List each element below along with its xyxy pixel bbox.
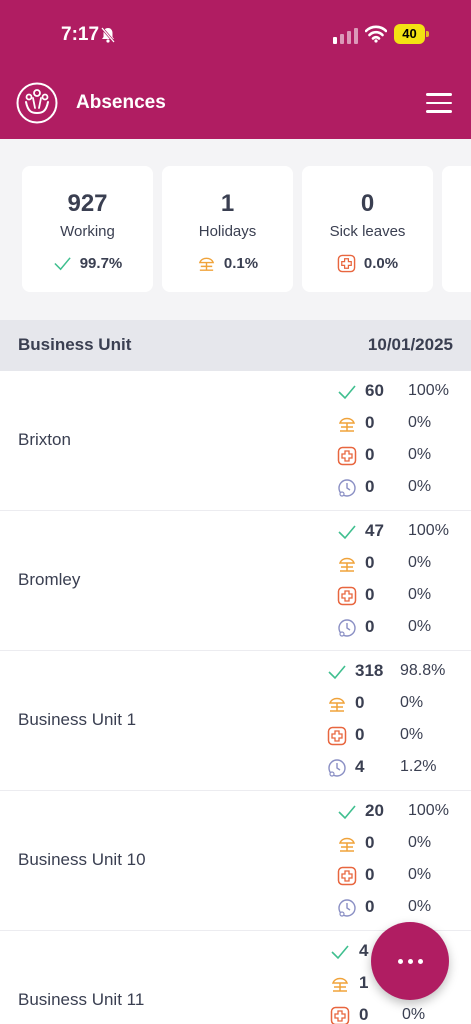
holiday-icon bbox=[337, 834, 357, 854]
check-icon bbox=[330, 942, 350, 962]
working-percent: 98.8% bbox=[400, 662, 446, 679]
column-date[interactable]: 10/01/2025 bbox=[367, 335, 453, 354]
check-icon bbox=[337, 522, 357, 542]
sick-percent: 0% bbox=[402, 1006, 426, 1023]
cellular-signal-icon bbox=[333, 28, 358, 44]
sick-leaves-percent: 0.0% bbox=[363, 255, 399, 272]
business-unit-name: Bromley bbox=[18, 570, 81, 589]
holidays-count: 1 bbox=[220, 190, 235, 217]
sick-leave-icon bbox=[337, 586, 357, 606]
check-icon bbox=[327, 662, 347, 682]
hamburger-menu-button[interactable] bbox=[426, 93, 454, 115]
bell-muted-icon bbox=[101, 27, 115, 43]
check-icon bbox=[54, 257, 71, 271]
business-unit-name: Business Unit 1 bbox=[18, 710, 137, 729]
status-time: 7:17 bbox=[61, 24, 100, 45]
holidays-count: 0 bbox=[365, 413, 375, 432]
other-percent: 0% bbox=[408, 618, 432, 635]
battery-level: 40 bbox=[394, 24, 425, 44]
summary-card-working[interactable]: 927 Working 99.7% bbox=[22, 166, 153, 292]
table-header: Business Unit 10/01/2025 bbox=[0, 320, 471, 371]
holiday-icon bbox=[330, 974, 350, 994]
check-icon bbox=[337, 382, 357, 402]
holidays-percent: 0% bbox=[408, 414, 432, 431]
business-unit-name: Brixton bbox=[18, 430, 71, 449]
sick-leave-icon bbox=[330, 1006, 350, 1024]
other-percent: 1.2% bbox=[400, 758, 437, 775]
sick-percent: 0% bbox=[408, 586, 432, 603]
sick-count: 0 bbox=[359, 1005, 369, 1024]
sick-leave-icon bbox=[337, 866, 357, 886]
other-absence-icon bbox=[337, 478, 357, 498]
column-business-unit[interactable]: Business Unit bbox=[18, 335, 132, 354]
holidays-percent: 0% bbox=[400, 694, 424, 711]
holidays-count: 0 bbox=[365, 833, 375, 852]
sick-percent: 0% bbox=[400, 726, 424, 743]
sick-count: 0 bbox=[365, 445, 375, 464]
summary-cards: 927 Working 99.7% 1 Holidays 0.1% 0 Sick… bbox=[0, 139, 471, 320]
holidays-label: Holidays bbox=[198, 223, 257, 240]
sick-leave-icon bbox=[337, 254, 356, 273]
business-unit-name: Business Unit 10 bbox=[18, 850, 146, 869]
table-row[interactable]: Business Unit 10 20 100% 0 0% 0 0% 0 0% bbox=[0, 791, 471, 931]
holiday-icon bbox=[337, 554, 357, 574]
other-absence-icon bbox=[337, 618, 357, 638]
sick-leaves-label: Sick leaves bbox=[329, 223, 406, 240]
battery-icon: 40 bbox=[394, 24, 430, 44]
page-title: Absences bbox=[76, 92, 166, 113]
table-row[interactable]: Bromley 47 100% 0 0% 0 0% 0 0% bbox=[0, 511, 471, 651]
sick-leave-icon bbox=[337, 446, 357, 466]
check-icon bbox=[337, 802, 357, 822]
working-count: 60 bbox=[365, 381, 384, 400]
working-count: 20 bbox=[365, 801, 384, 820]
working-percent: 100% bbox=[408, 382, 449, 399]
sick-percent: 0% bbox=[408, 446, 432, 463]
sick-count: 0 bbox=[365, 865, 375, 884]
working-label: Working bbox=[60, 223, 115, 240]
app-logo-icon[interactable] bbox=[16, 82, 58, 124]
status-bar: 7:17 40 bbox=[0, 0, 471, 70]
business-unit-name: Business Unit 11 bbox=[18, 990, 145, 1009]
holiday-icon bbox=[327, 694, 347, 714]
sick-leave-icon bbox=[327, 726, 347, 746]
app-header: 7:17 40 Absences bbox=[0, 0, 471, 139]
working-percent: 100% bbox=[408, 522, 449, 539]
other-percent: 0% bbox=[408, 478, 432, 495]
sick-percent: 0% bbox=[408, 866, 432, 883]
holidays-count: 1 bbox=[359, 973, 369, 992]
other-percent: 0% bbox=[408, 898, 432, 915]
wifi-icon bbox=[365, 25, 387, 43]
summary-card-next[interactable] bbox=[442, 166, 471, 292]
other-absence-icon bbox=[337, 898, 357, 918]
other-count: 0 bbox=[365, 617, 375, 636]
working-count: 47 bbox=[365, 521, 384, 540]
working-count: 318 bbox=[355, 661, 384, 680]
more-actions-button[interactable] bbox=[371, 922, 449, 1000]
sick-count: 0 bbox=[355, 725, 365, 744]
working-percent: 99.7% bbox=[79, 255, 123, 272]
other-absence-icon bbox=[327, 758, 347, 778]
sick-leaves-count: 0 bbox=[360, 190, 375, 217]
holidays-percent: 0.1% bbox=[223, 255, 259, 272]
working-count: 927 bbox=[67, 190, 108, 217]
holiday-icon bbox=[198, 257, 215, 271]
holidays-percent: 0% bbox=[408, 554, 432, 571]
working-count: 4 bbox=[359, 941, 369, 960]
holidays-count: 0 bbox=[365, 553, 375, 572]
working-percent: 100% bbox=[408, 802, 449, 819]
summary-card-sick-leaves[interactable]: 0 Sick leaves 0.0% bbox=[302, 166, 433, 292]
holidays-percent: 0% bbox=[408, 834, 432, 851]
sick-count: 0 bbox=[365, 585, 375, 604]
holidays-count: 0 bbox=[355, 693, 365, 712]
table-row[interactable]: Brixton 60 100% 0 0% 0 0% 0 0% bbox=[0, 371, 471, 511]
other-count: 0 bbox=[365, 897, 375, 916]
table-row[interactable]: Business Unit 1 318 98.8% 0 0% 0 0% 4 1.2% bbox=[0, 651, 471, 791]
more-dots-icon bbox=[397, 958, 423, 964]
summary-card-holidays[interactable]: 1 Holidays 0.1% bbox=[162, 166, 293, 292]
holiday-icon bbox=[337, 414, 357, 434]
business-unit-list: Brixton 60 100% 0 0% 0 0% 0 0% Bromley 47 100% 0 0% 0 0… bbox=[0, 371, 471, 1024]
other-count: 0 bbox=[365, 477, 375, 496]
other-count: 4 bbox=[355, 757, 365, 776]
